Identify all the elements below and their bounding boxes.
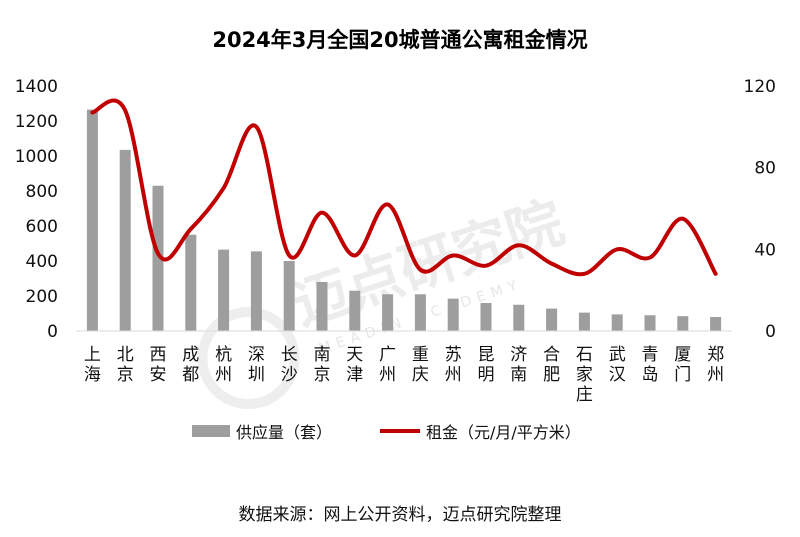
category-label: 厦门	[674, 345, 691, 385]
bar-西安	[152, 185, 164, 331]
category-label: 济南	[510, 345, 527, 385]
category-label: 合肥	[543, 345, 560, 385]
bar-青岛	[644, 315, 656, 331]
legend: 供应量（套） 租金（元/月/平方米）	[192, 423, 581, 442]
bar-石家庄	[578, 312, 590, 331]
bar-成都	[185, 234, 197, 331]
bar-苏州	[447, 298, 459, 331]
category-label: 石家庄	[576, 345, 593, 405]
bar-武汉	[611, 314, 623, 331]
category-label: 广州	[379, 345, 396, 385]
left-tick-label: 1200	[15, 112, 58, 132]
bar-厦门	[677, 316, 689, 331]
bar-天津	[349, 290, 361, 331]
right-tick-label: 40	[754, 240, 776, 260]
legend-label-supply: 供应量（套）	[236, 423, 332, 442]
left-tick-label: 400	[26, 252, 58, 272]
bar-广州	[382, 294, 394, 331]
bar-北京	[119, 149, 131, 331]
left-axis-ticks: 0 200 400 600 800 1000 1200 1400	[15, 77, 58, 342]
category-label: 青岛	[642, 345, 659, 385]
bar-昆明	[480, 303, 492, 331]
bar-深圳	[250, 251, 262, 331]
watermark-logo-icon	[197, 307, 300, 410]
category-label: 武汉	[609, 345, 626, 385]
legend-label-rent: 租金（元/月/平方米）	[426, 423, 581, 442]
right-axis-ticks: 0 40 80 120	[744, 77, 776, 342]
category-label: 天津	[346, 345, 363, 385]
chart-title: 2024年3月全国20城普通公寓租金情况	[212, 28, 587, 52]
category-label: 北京	[117, 345, 134, 385]
bar-合肥	[546, 308, 558, 331]
right-tick-label: 120	[744, 77, 776, 97]
category-label: 昆明	[478, 345, 495, 385]
left-tick-label: 0	[47, 322, 58, 342]
category-label: 西安	[150, 345, 167, 385]
right-tick-label: 0	[765, 322, 776, 342]
left-tick-label: 600	[26, 217, 58, 237]
left-tick-label: 800	[26, 182, 58, 202]
bar-杭州	[218, 249, 230, 331]
bar-南京	[316, 282, 328, 331]
bar-郑州	[710, 317, 722, 331]
left-tick-label: 1400	[15, 77, 58, 97]
category-label: 南京	[314, 345, 331, 385]
category-label: 上海	[84, 345, 101, 385]
bar-series	[86, 109, 722, 331]
category-label: 苏州	[445, 345, 462, 385]
bar-长沙	[283, 261, 295, 331]
category-label: 郑州	[707, 345, 724, 385]
bar-重庆	[414, 294, 426, 331]
category-label: 长沙	[281, 345, 298, 385]
left-tick-label: 200	[26, 287, 58, 307]
bar-济南	[513, 304, 525, 331]
category-labels: 上海北京西安成都杭州深圳长沙南京天津广州重庆苏州昆明济南合肥石家庄武汉青岛厦门郑…	[84, 345, 724, 405]
left-tick-label: 1000	[15, 147, 58, 167]
category-label: 重庆	[412, 345, 429, 385]
category-label: 杭州	[215, 345, 232, 385]
right-tick-label: 80	[754, 159, 776, 179]
source-note: 数据来源：网上公开资料，迈点研究院整理	[239, 505, 562, 525]
bar-上海	[86, 109, 98, 331]
category-label: 成都	[182, 345, 199, 385]
rent-line	[90, 98, 718, 277]
legend-swatch-supply	[192, 425, 230, 437]
category-label: 深圳	[248, 345, 265, 385]
